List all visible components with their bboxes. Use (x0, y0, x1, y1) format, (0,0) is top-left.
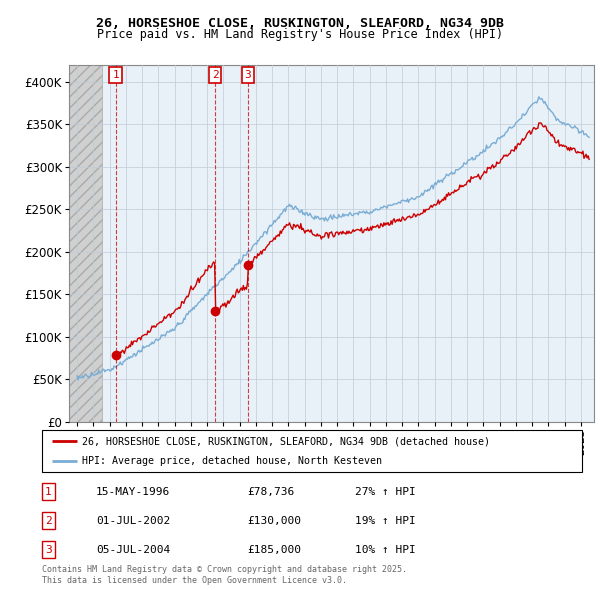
Text: 19% ↑ HPI: 19% ↑ HPI (355, 516, 416, 526)
FancyBboxPatch shape (42, 430, 582, 472)
Text: 05-JUL-2004: 05-JUL-2004 (96, 545, 170, 555)
Text: £78,736: £78,736 (247, 487, 295, 497)
Text: 27% ↑ HPI: 27% ↑ HPI (355, 487, 416, 497)
Text: 15-MAY-1996: 15-MAY-1996 (96, 487, 170, 497)
Text: £185,000: £185,000 (247, 545, 301, 555)
Bar (69, 65, 101, 422)
Text: 1: 1 (112, 70, 119, 80)
Text: 2: 2 (212, 70, 218, 80)
Text: 2: 2 (45, 516, 52, 526)
Text: Contains HM Land Registry data © Crown copyright and database right 2025.
This d: Contains HM Land Registry data © Crown c… (42, 565, 407, 585)
Text: 01-JUL-2002: 01-JUL-2002 (96, 516, 170, 526)
Text: 3: 3 (45, 545, 52, 555)
Text: 10% ↑ HPI: 10% ↑ HPI (355, 545, 416, 555)
Text: Price paid vs. HM Land Registry's House Price Index (HPI): Price paid vs. HM Land Registry's House … (97, 28, 503, 41)
Text: 26, HORSESHOE CLOSE, RUSKINGTON, SLEAFORD, NG34 9DB (detached house): 26, HORSESHOE CLOSE, RUSKINGTON, SLEAFOR… (83, 437, 491, 447)
Text: 3: 3 (244, 70, 251, 80)
Text: £130,000: £130,000 (247, 516, 301, 526)
Text: 26, HORSESHOE CLOSE, RUSKINGTON, SLEAFORD, NG34 9DB: 26, HORSESHOE CLOSE, RUSKINGTON, SLEAFOR… (96, 17, 504, 30)
Text: HPI: Average price, detached house, North Kesteven: HPI: Average price, detached house, Nort… (83, 457, 383, 466)
Text: 1: 1 (45, 487, 52, 497)
